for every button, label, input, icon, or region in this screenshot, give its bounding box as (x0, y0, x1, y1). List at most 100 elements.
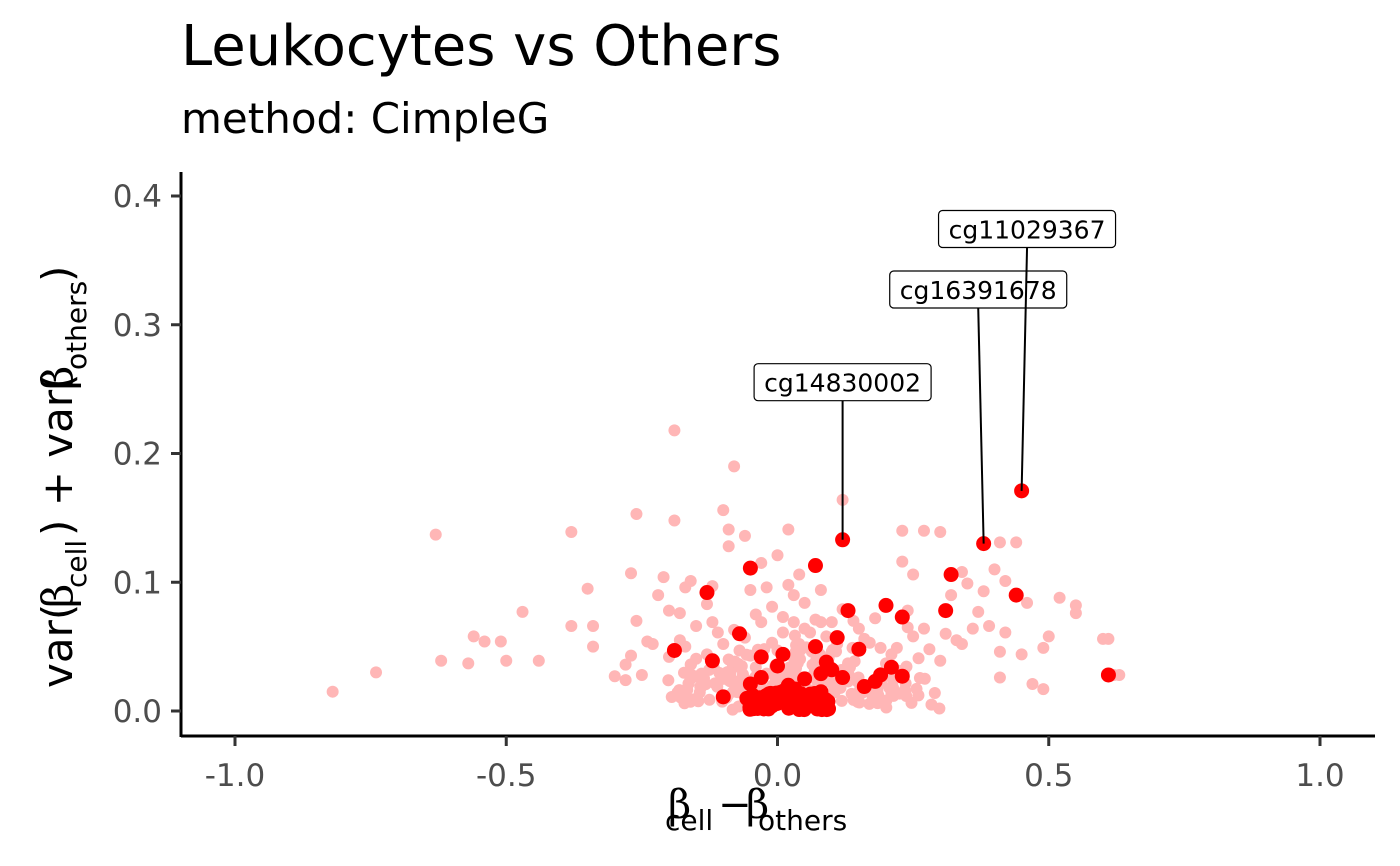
data-point (619, 674, 632, 687)
highlighted-point (807, 639, 823, 655)
highlighted-point (883, 659, 899, 675)
data-point (977, 585, 990, 598)
data-point (783, 661, 796, 674)
data-point (740, 648, 753, 661)
data-point (1037, 683, 1050, 696)
data-point (955, 565, 968, 578)
svg-text:β: β (668, 782, 691, 828)
data-point (724, 667, 737, 680)
highlighted-point (878, 597, 894, 613)
y-tick-label: 0.4 (113, 179, 162, 215)
svg-text:β: β (33, 366, 82, 390)
x-tick-label: 0.0 (753, 758, 802, 794)
data-point (945, 589, 958, 602)
svg-text:−: − (718, 782, 752, 828)
highlighted-point (753, 649, 769, 665)
highlighted-point (794, 701, 810, 717)
data-point (755, 616, 768, 629)
data-point (587, 620, 600, 633)
data-point (787, 589, 800, 602)
data-point (625, 567, 638, 580)
data-point (899, 685, 912, 698)
data-point (993, 536, 1006, 549)
data-point (635, 668, 648, 681)
highlighted-point (666, 642, 682, 658)
data-point (848, 655, 861, 668)
highlighted-point (938, 603, 954, 619)
data-point (467, 630, 480, 643)
axis-ticks: -1.0 -0.5 0.0 0.5 1.0 0.0 0.1 0.2 0.3 0.4 (113, 179, 1345, 794)
data-point (907, 630, 920, 643)
data-point (901, 621, 914, 634)
data-point (771, 549, 784, 562)
highlighted-point (873, 667, 889, 683)
highlighted-point (704, 653, 720, 669)
svg-text:β: β (33, 584, 82, 608)
highlighted-point (943, 567, 959, 583)
highlighted-point (732, 626, 748, 642)
data-point (1102, 632, 1115, 645)
data-point (918, 672, 931, 685)
data-point (630, 508, 643, 521)
data-point (1010, 536, 1023, 549)
callout-box (889, 270, 1068, 309)
highlighted-point (840, 603, 856, 619)
data-point (668, 424, 681, 437)
data-point (917, 524, 930, 537)
data-point (999, 574, 1012, 587)
y-tick-label: 0.0 (113, 694, 162, 730)
data-point (462, 657, 475, 670)
data-point (587, 640, 600, 653)
data-point (690, 620, 703, 633)
data-point (961, 577, 974, 590)
data-point (814, 616, 827, 629)
data-point (804, 626, 817, 639)
data-point (717, 504, 730, 517)
highlighted-point (742, 560, 758, 576)
highlighted-point (775, 646, 791, 662)
data-point (928, 686, 941, 699)
data-point (993, 645, 1006, 658)
x-tick-label: 0.5 (1024, 758, 1073, 794)
highlighted-point (829, 630, 845, 646)
callouts: cg14830002 cg16391678 cg11029367 (753, 209, 1117, 544)
data-point (1042, 630, 1055, 643)
highlighted-point (1100, 667, 1116, 683)
data-point (966, 622, 979, 635)
data-point (565, 526, 578, 539)
data-point (782, 523, 795, 536)
highlighted-point (715, 689, 731, 705)
highlighted-points (666, 483, 1116, 718)
callout-label: cg14830002 (764, 369, 921, 398)
highlighted-point (744, 691, 760, 707)
data-point (1015, 648, 1028, 661)
x-axis-label: β cell − β others (665, 782, 847, 837)
data-point (874, 641, 887, 654)
highlighted-point (763, 685, 779, 701)
x-tick-label: -1.0 (205, 758, 266, 794)
data-point (722, 540, 735, 553)
highlighted-point (807, 558, 823, 574)
data-point (429, 528, 442, 541)
callout-leader (977, 307, 985, 544)
highlighted-point (781, 697, 797, 713)
highlighted-point (742, 676, 758, 692)
data-point (863, 636, 876, 649)
data-point (713, 667, 726, 680)
highlighted-point (770, 658, 785, 674)
data-point (1037, 641, 1050, 654)
data-point (863, 697, 876, 710)
data-point (787, 651, 800, 664)
data-point (896, 555, 909, 568)
svg-text:): ) (33, 266, 82, 282)
data-point (766, 600, 779, 613)
data-point (798, 596, 811, 609)
callout-label: cg16391678 (900, 276, 1057, 305)
highlighted-point (824, 662, 840, 678)
svg-text:var(: var( (33, 604, 82, 688)
background-points (326, 424, 1126, 716)
x-tick-label: -0.5 (476, 758, 537, 794)
data-point (630, 614, 643, 627)
y-tick-label: 0.3 (113, 308, 162, 344)
data-point (619, 658, 632, 671)
